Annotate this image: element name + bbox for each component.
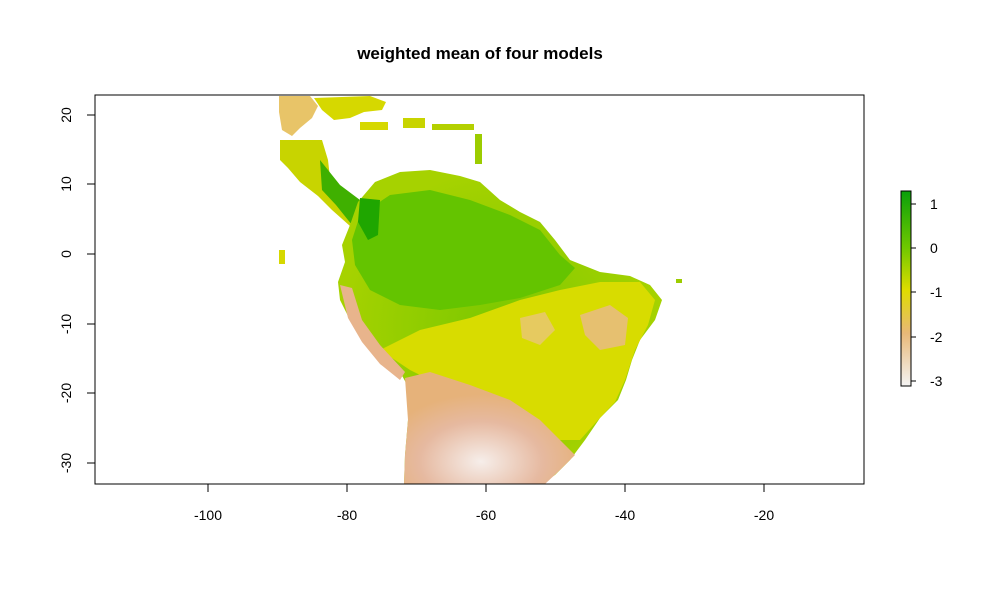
- y-tick-label: -30: [58, 453, 74, 473]
- land-fernando-noronha: [676, 279, 682, 283]
- y-axis: 20 10 0 -10 -20 -30: [58, 107, 96, 473]
- land-central-america-green: [320, 160, 365, 225]
- x-tick-label: -100: [194, 507, 222, 523]
- legend-tick-label: -2: [930, 329, 943, 345]
- y-tick-label: 20: [58, 107, 74, 123]
- land-galapagos: [279, 250, 285, 264]
- land-amazon-core: [352, 190, 575, 310]
- x-tick-label: -60: [476, 507, 496, 523]
- land-lesser-antilles: [475, 134, 482, 164]
- legend-colorbar: [900, 190, 912, 387]
- color-legend: 1 0 -1 -2 -3: [900, 190, 943, 389]
- land-yucatan: [314, 96, 386, 120]
- y-tick-label: 10: [58, 176, 74, 192]
- raster-layer: [279, 96, 682, 484]
- land-brazil-tan: [580, 305, 628, 350]
- legend-tick-label: -1: [930, 284, 943, 300]
- x-axis: -100 -80 -60 -40 -20: [194, 483, 774, 523]
- land-mexico: [279, 96, 318, 136]
- x-tick-label: -80: [337, 507, 357, 523]
- land-mato-grosso-tan: [520, 312, 555, 345]
- legend-tick-label: 0: [930, 240, 938, 256]
- y-tick-label: -10: [58, 314, 74, 334]
- land-hispaniola: [403, 118, 425, 128]
- legend-tick-label: -3: [930, 373, 943, 389]
- land-antilles: [432, 124, 474, 130]
- land-peru-coast: [340, 285, 405, 380]
- x-tick-label: -40: [615, 507, 635, 523]
- land-southern-cone: [404, 372, 575, 484]
- land-cuba: [360, 122, 388, 130]
- y-tick-label: 0: [58, 250, 74, 258]
- map-title: weighted mean of four models: [357, 44, 603, 63]
- y-tick-label: -20: [58, 383, 74, 403]
- legend-tick-label: 1: [930, 196, 938, 212]
- x-tick-label: -20: [754, 507, 774, 523]
- land-andes-green: [358, 198, 380, 240]
